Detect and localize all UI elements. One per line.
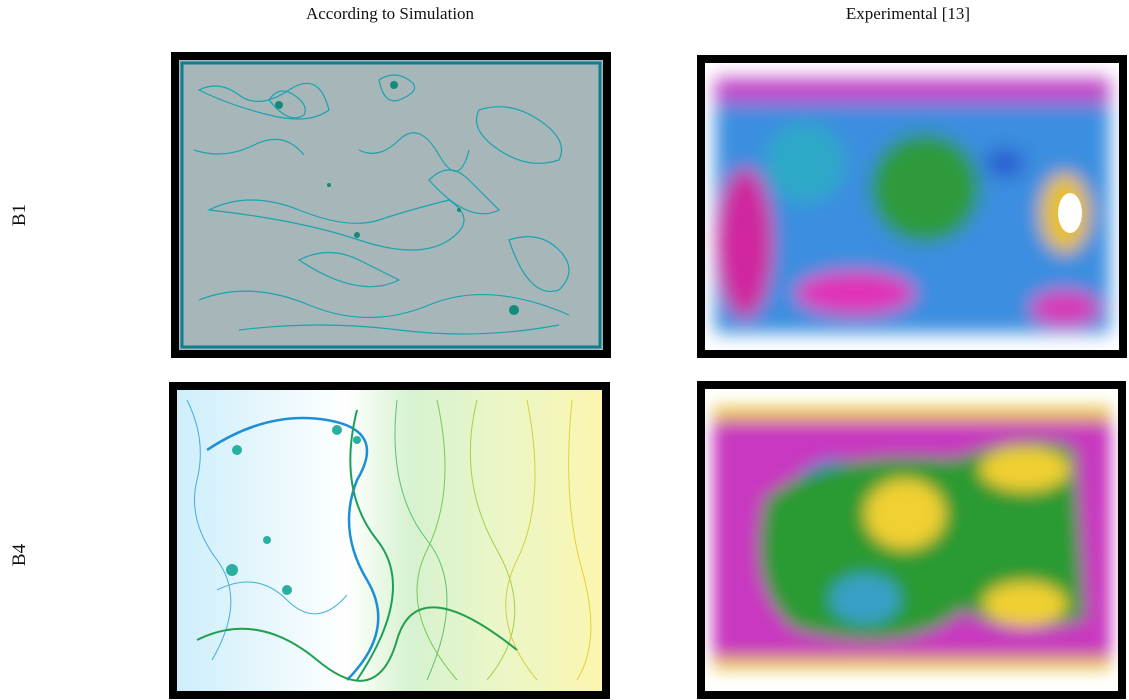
- row-label: B4: [9, 544, 31, 566]
- row-label: B1: [9, 204, 31, 226]
- contour-plot: [179, 60, 603, 350]
- figure: {"columns": ["According to Simulation", …: [0, 0, 1129, 700]
- experimental-image: [697, 55, 1127, 358]
- experimental-image: [697, 381, 1126, 699]
- simulation-image: [169, 382, 610, 699]
- column-header: According to Simulation: [306, 4, 474, 24]
- simulation-image: [171, 52, 611, 358]
- thermal-image: [705, 389, 1118, 691]
- contour-plot: [177, 390, 602, 691]
- column-header: Experimental [13]: [846, 4, 970, 24]
- thermal-image: [705, 63, 1119, 350]
